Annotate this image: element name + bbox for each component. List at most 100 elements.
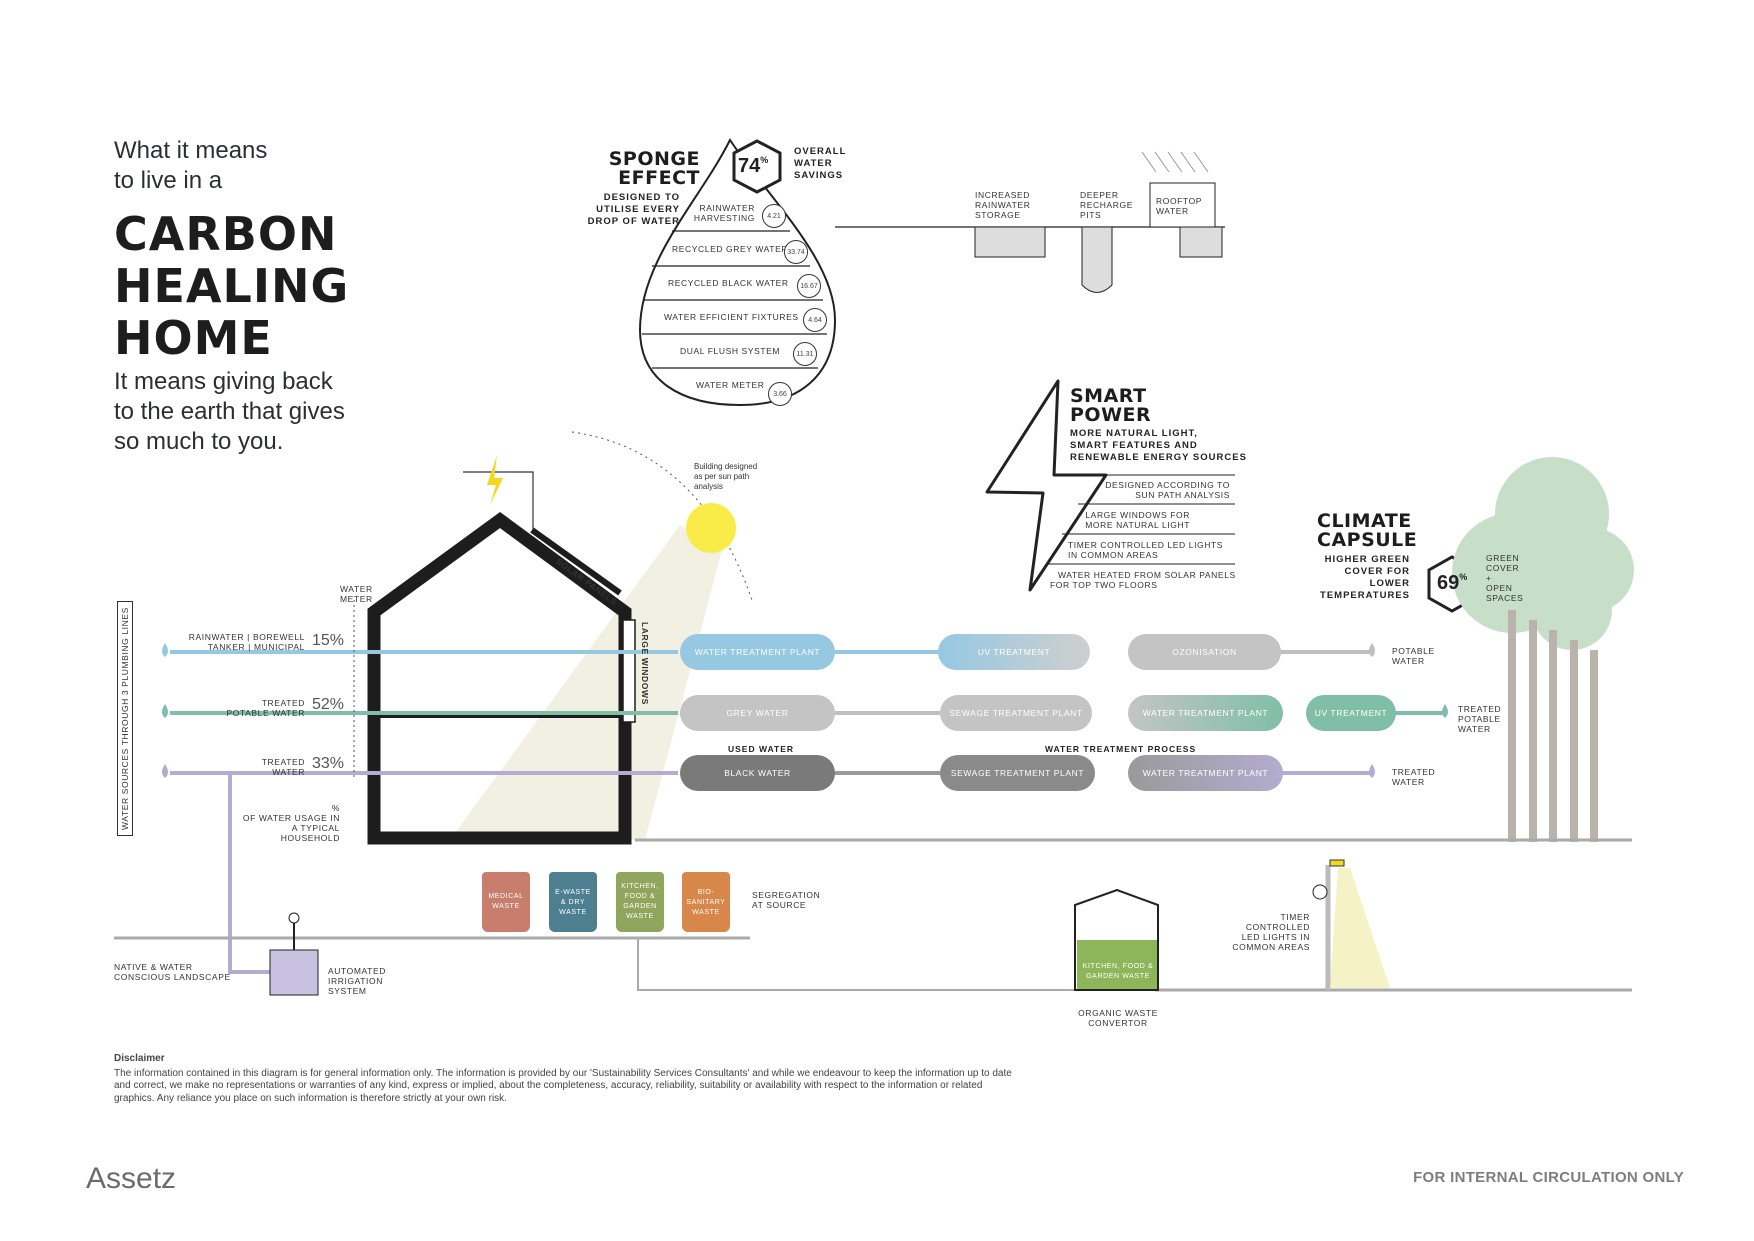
sponge-percent: 74% [738,155,768,178]
power-bolt-icon [487,455,503,505]
irrigation-3: SYSTEM [328,986,367,996]
pill-sewage-2: SEWAGE TREATMENT PLANT [940,755,1095,791]
line1-source-1: RAINWATER | BOREWELL [188,632,305,642]
water-meter-1: WATER [340,584,373,594]
drop-item-rainwater: RAINWATER HARVESTING [693,203,755,223]
solar-panel [530,527,622,596]
line1-source: RAINWATER | BOREWELL TANKER | MUNICIPAL [180,632,305,652]
bin-e-waste-l3: WASTE [559,909,587,916]
drop-value-rainwater: 4.21 [762,204,786,228]
climate-sub-1: HIGHER GREEN [1324,554,1410,565]
pill-sewage-1: SEWAGE TREATMENT PLANT [940,695,1092,731]
cover-2: COVER [1486,563,1520,573]
house-outline [367,511,632,845]
irrigation-label: AUTOMATED IRRIGATION SYSTEM [328,966,386,996]
drop-item-fixtures: WATER EFFICIENT FIXTURES [664,312,799,322]
out2-1: TREATED [1458,704,1502,714]
out-treated-potable: TREATED POTABLE WATER [1458,704,1501,734]
smart-item-2a: LARGE WINDOWS FOR [1085,510,1190,520]
smart-sub-3: RENEWABLE ENERGY SOURCES [1070,452,1247,463]
pill-water-treatment-1: WATER TREATMENT PLANT [680,634,835,670]
rooftop-base [1179,226,1223,258]
rooftop-l2: WATER [1156,206,1189,216]
usage-1: % [331,803,340,813]
sponge-title-1: SPONGE [608,148,700,170]
drop-value-dual-flush: 11.31 [793,342,817,366]
pill-grey-water: GREY WATER [680,695,835,731]
drop-rows [642,230,827,369]
organic-cap-2: CONVERTOR [1088,1018,1148,1028]
drop-value-meter: 3.66 [768,382,792,406]
organic-tank-label: KITCHEN, FOOD & GARDEN WASTE [1080,962,1156,982]
native-1: NATIVE & WATER [114,962,193,972]
tagline-line-3: so much to you. [114,428,284,455]
plumbing-side-label: WATER SOURCES THROUGH 3 PLUMBING LINES [117,601,133,836]
out3-1: TREATED [1392,767,1436,777]
smart-item-1: DESIGNED ACCORDING TO SUN PATH ANALYSIS [1060,480,1230,500]
climate-sub-2: COVER FOR [1344,566,1410,577]
treatment-process-label: WATER TREATMENT PROCESS [1045,744,1197,754]
storage-block [974,226,1046,258]
drop-item-dual-flush: DUAL FLUSH SYSTEM [680,346,781,356]
climate-sub-3: LOWER [1369,578,1410,589]
line2-source-1: TREATED [261,698,305,708]
sponge-percent-value: 74 [738,155,761,177]
large-windows-label: LARGE WINDOWS [640,622,650,705]
drop-item-grey: RECYCLED GREY WATER [672,244,789,254]
disclaimer-text: The information contained in this diagra… [114,1067,1012,1104]
pill-black-water: BLACK WATER [680,755,835,791]
sponge-percent-sign: % [760,155,769,165]
out2-2: POTABLE [1458,714,1501,724]
sunlight-beam [450,525,722,840]
smart-item-3b: IN COMMON AREAS [1068,550,1159,560]
line3-source-2: WATER [272,767,305,777]
climate-title-2: CAPSULE [1317,529,1418,551]
used-water-label: USED WATER [728,744,795,754]
line1-source-2: TANKER | MUNICIPAL [207,642,305,652]
line3-source: TREATED WATER [180,757,305,777]
organic-tank-2: GARDEN WASTE [1086,973,1150,980]
sprinkler-head [288,912,300,924]
climate-subtitle: HIGHER GREEN COVER FOR LOWER TEMPERATURE… [1300,554,1410,602]
climate-title-1: CLIMATE [1317,510,1412,532]
bin-e-waste-l2: & DRY [560,899,586,906]
line3-source-1: TREATED [261,757,305,767]
irrigation-tank [269,949,319,996]
savings-3: SAVINGS [794,170,844,181]
segregation-label: SEGREGATION AT SOURCE [752,890,820,910]
bin-bio-l1: BIO- [697,889,715,896]
cover-3: + [1486,573,1492,583]
smart-item-1a: DESIGNED ACCORDING TO [1105,480,1230,490]
line2-source-2: POTABLE WATER [226,708,305,718]
disclaimer: Disclaimer The information contained in … [114,1053,1014,1105]
sponge-subtitle-2: UTILISE EVERY [596,204,680,215]
disclaimer-title: Disclaimer [114,1053,165,1064]
drop-item-black: RECYCLED BLACK WATER [668,278,789,288]
irrigation-1: AUTOMATED [328,966,386,976]
line2-source: TREATED POTABLE WATER [180,698,305,718]
usage-2: OF WATER USAGE IN [242,813,340,823]
sponge-subtitle: DESIGNED TO UTILISE EVERY DROP OF WATER [560,192,680,228]
water-meter-2: METER [340,594,373,604]
segregation-2: AT SOURCE [752,900,807,910]
pill-uv-treatment-2: UV TREATMENT [1306,695,1396,731]
bin-e-waste-l1: E-WASTE [555,889,591,896]
smart-item-3a: TIMER CONTROLLED LED LIGHTS [1068,540,1224,550]
power-cable [463,471,534,530]
timer-clock-icon [1312,884,1328,900]
savings-1: OVERALL [794,146,847,157]
cover-1: GREEN [1486,553,1520,563]
internal-notice: FOR INTERNAL CIRCULATION ONLY [1413,1169,1684,1186]
climate-percent-sign: % [1459,572,1468,582]
smart-title-2: POWER [1070,404,1152,426]
smart-subtitle: MORE NATURAL LIGHT, SMART FEATURES AND R… [1070,428,1247,464]
smart-item-4b: FOR TOP TWO FLOORS [1050,580,1158,590]
large-window [622,619,636,723]
rooftop-l1: ROOFTOP [1156,196,1203,206]
sponge-savings: OVERALL WATER SAVINGS [794,146,846,182]
tagline-line-2: to the earth that gives [114,398,345,425]
pits-l1: DEEPER [1080,190,1119,200]
sun-note-2: as per sun path [694,472,750,481]
water-drop-outline [638,138,837,407]
smart-title: SMART POWER [1070,387,1151,425]
